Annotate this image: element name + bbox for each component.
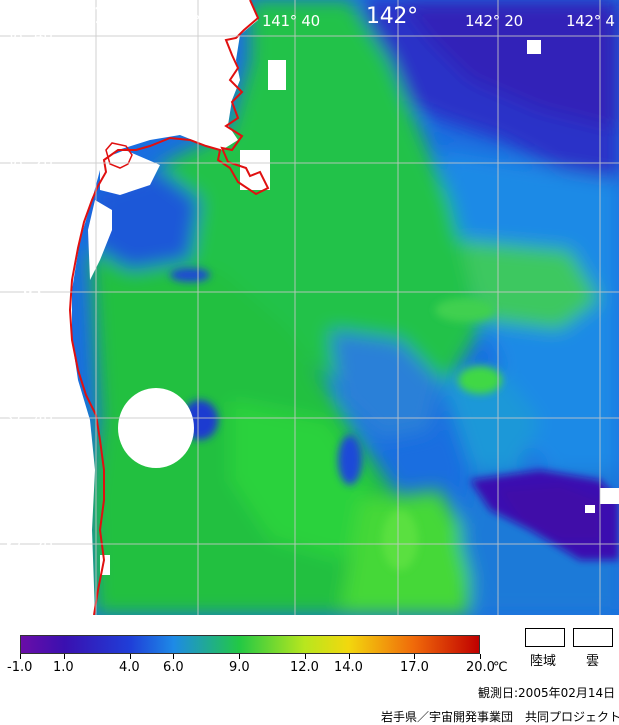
lon-label-142: 142° — [366, 4, 418, 29]
colorbar-tick-label: 14.0 — [334, 660, 363, 675]
cloud-legend-swatch — [573, 628, 613, 647]
cloud-area — [100, 40, 619, 575]
lat-label-38: 38° — [14, 278, 53, 303]
colorbar-tick — [20, 654, 21, 659]
lat-label-37-20: 37° 20 — [4, 536, 53, 554]
colorbar-tick-label: 20.0 — [466, 660, 495, 675]
colorbar-tick — [173, 654, 174, 659]
colorbar-tick-label: -1.0 — [7, 660, 33, 675]
cold-patch — [470, 470, 619, 560]
corner-lat-label: 40 — [8, 12, 27, 30]
colorbar-tick — [349, 654, 350, 659]
colorbar-tick — [239, 654, 240, 659]
lat-label-37-40: 37° 40 — [4, 409, 53, 427]
lon-label-141: 141° — [66, 4, 118, 29]
lon-label-141-40: 141° 40 — [262, 12, 320, 30]
project-credit: 岩手県／宇宙開発事業団 共同プロジェクト — [381, 710, 619, 724]
coastline — [68, 0, 270, 615]
colorbar-tick-label: 1.0 — [53, 660, 74, 675]
graticule — [0, 0, 619, 615]
map-canvas — [0, 0, 619, 615]
observation-date: 観測日:2005年02月14日 — [478, 686, 616, 700]
temperature-field — [90, 0, 619, 615]
lon-label-141-20: 141° 20 — [165, 12, 223, 30]
colorbar-tick-label: 12.0 — [290, 660, 319, 675]
sea-surface-temperature-map: 40 141° 141° 20 141° 40 142° 142° 20 142… — [0, 0, 619, 615]
land-legend-swatch — [525, 628, 565, 647]
land-area — [0, 0, 286, 615]
colorbar-tick-label: 17.0 — [400, 660, 429, 675]
lat-label-38-40: 38° 40 — [4, 26, 53, 44]
lat-label-38-20: 38° 20 — [4, 153, 53, 171]
colorbar-tick — [305, 654, 306, 659]
colorbar-tick-label: 4.0 — [119, 660, 140, 675]
colorbar-unit: ℃ — [493, 660, 508, 675]
colorbar-tick-label: 9.0 — [229, 660, 250, 675]
land-legend-label: 陸域 — [530, 654, 557, 669]
colorbar-tick-label: 6.0 — [163, 660, 184, 675]
colorbar-tick — [480, 654, 481, 659]
colorbar-tick — [64, 654, 65, 659]
lon-label-142-40: 142° 4 — [566, 12, 615, 30]
temperature-detail — [170, 268, 502, 570]
cloud-legend-label: 雲 — [586, 654, 600, 669]
lon-label-142-20: 142° 20 — [465, 12, 523, 30]
colorbar-tick — [130, 654, 131, 659]
colorbar-tick — [414, 654, 415, 659]
temperature-colorbar — [20, 635, 480, 654]
coastline-detail — [105, 142, 133, 169]
